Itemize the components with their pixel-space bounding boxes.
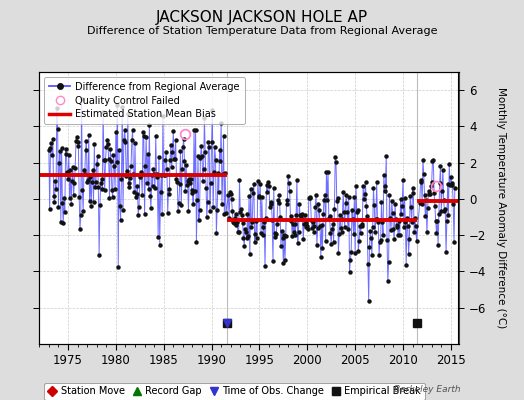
Legend: Station Move, Record Gap, Time of Obs. Change, Empirical Break: Station Move, Record Gap, Time of Obs. C… [44, 382, 425, 400]
Text: Berkeley Earth: Berkeley Earth [395, 385, 461, 394]
Text: JACKSON JACKSON HOLE AP: JACKSON JACKSON HOLE AP [156, 10, 368, 25]
Text: Difference of Station Temperature Data from Regional Average: Difference of Station Temperature Data f… [87, 26, 437, 36]
Y-axis label: Monthly Temperature Anomaly Difference (°C): Monthly Temperature Anomaly Difference (… [496, 87, 506, 329]
